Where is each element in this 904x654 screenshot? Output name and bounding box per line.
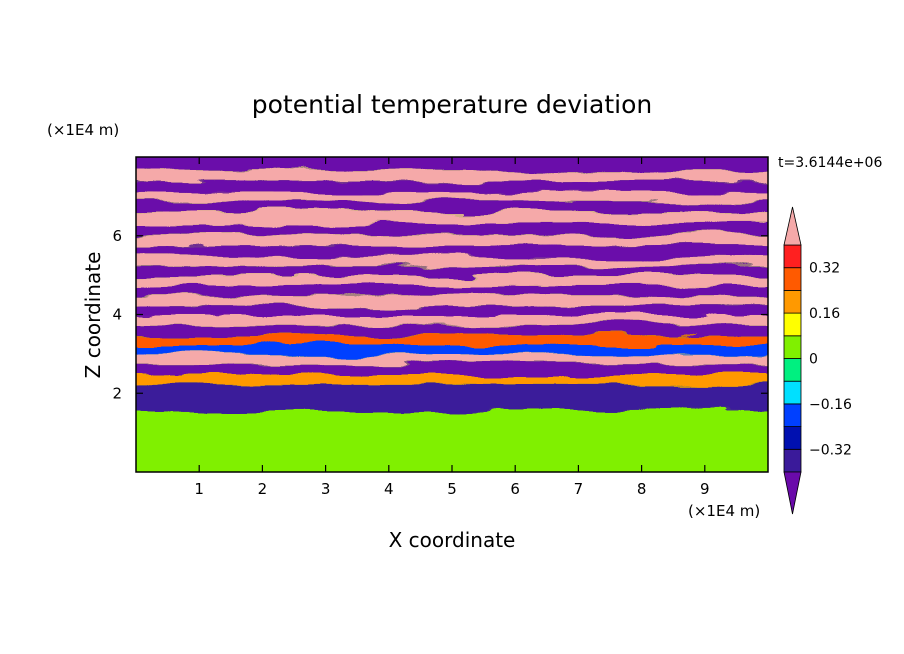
colorbar-tick-label: 0.32 xyxy=(809,261,840,277)
y-unit-label: (×1E4 m) xyxy=(47,121,119,139)
y-axis-label: Z coordinate xyxy=(81,252,105,379)
colorbar-tick-label: −0.16 xyxy=(809,397,852,413)
field-band xyxy=(136,374,768,385)
colorbar-tick-label: −0.32 xyxy=(809,442,852,458)
x-tick-label: 1 xyxy=(194,480,204,498)
field-band xyxy=(136,285,768,296)
colorbar-segment xyxy=(783,358,802,382)
field-band xyxy=(136,181,768,192)
colorbar-tick-label: 0.16 xyxy=(809,306,840,322)
field-band xyxy=(136,191,768,202)
field-band xyxy=(136,266,768,277)
colorbar-segment xyxy=(783,380,802,405)
colorbar-max-arrow xyxy=(783,206,802,246)
colorbar-segment xyxy=(783,244,802,269)
field-band xyxy=(136,364,768,375)
x-tick-label: 5 xyxy=(447,480,457,498)
field-band xyxy=(136,276,768,286)
field-band xyxy=(136,354,768,365)
field-band xyxy=(136,295,768,306)
x-tick-label: 9 xyxy=(700,480,710,498)
y-axis-ticks: 2 4 6 xyxy=(112,227,768,402)
field-band xyxy=(136,345,768,355)
y-tick-label: 6 xyxy=(112,227,122,245)
x-axis-ticks: 1 2 3 4 5 6 7 8 9 xyxy=(194,157,710,498)
colorbar-segment xyxy=(783,448,802,473)
colorbar-segment xyxy=(783,312,802,337)
time-label: t=3.6144e+06 xyxy=(778,155,882,171)
colorbar-segment xyxy=(783,289,802,314)
x-tick-label: 6 xyxy=(510,480,520,498)
field-band xyxy=(136,212,768,224)
x-tick-label: 3 xyxy=(321,480,331,498)
colorbar-segment xyxy=(783,335,802,359)
field-band xyxy=(136,335,768,346)
field-band xyxy=(136,410,768,472)
x-axis-label: X coordinate xyxy=(389,528,516,552)
field-band xyxy=(136,256,768,267)
colorbar-segment xyxy=(783,426,802,450)
y-tick-label: 2 xyxy=(112,384,122,402)
x-tick-label: 7 xyxy=(574,480,584,498)
field-band xyxy=(136,170,768,182)
x-tick-label: 2 xyxy=(258,480,268,498)
field-band xyxy=(136,223,768,235)
colorbar-segment xyxy=(783,403,802,427)
y-tick-label: 4 xyxy=(112,306,122,324)
colorbar-min-arrow xyxy=(783,471,802,515)
colorbar-segment xyxy=(783,267,802,291)
field-band xyxy=(136,325,768,336)
field-band xyxy=(136,245,768,257)
x-tick-label: 4 xyxy=(384,480,394,498)
colorbar: 0.32 0.16 0 −0.16 −0.32 xyxy=(783,206,852,515)
x-tick-label: 8 xyxy=(637,480,647,498)
field-band xyxy=(136,384,768,411)
field-band xyxy=(136,234,768,246)
x-unit-label: (×1E4 m) xyxy=(688,502,760,520)
field-band xyxy=(136,305,768,316)
field-band xyxy=(136,315,768,326)
plot-area xyxy=(136,157,768,472)
colorbar-tick-label: 0 xyxy=(809,352,818,368)
chart-title: potential temperature deviation xyxy=(252,90,652,119)
field-band xyxy=(136,201,768,213)
